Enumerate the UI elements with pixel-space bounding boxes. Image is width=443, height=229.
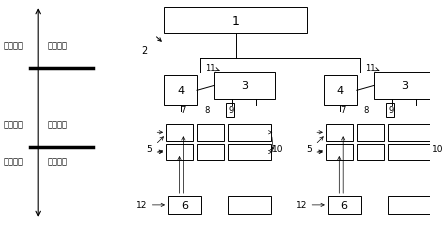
Bar [388, 196, 431, 214]
Text: 5: 5 [307, 144, 312, 153]
Bar [197, 144, 224, 161]
Bar [164, 8, 307, 34]
Bar [357, 144, 384, 161]
Text: 10: 10 [431, 144, 443, 153]
Bar [226, 104, 234, 117]
Text: 5: 5 [147, 144, 152, 153]
Bar [374, 72, 434, 100]
Bar [328, 196, 361, 214]
Text: 1: 1 [232, 15, 240, 27]
Bar [164, 76, 197, 106]
Text: 4: 4 [177, 86, 184, 96]
Text: 11: 11 [365, 64, 376, 73]
Text: 11: 11 [206, 64, 216, 73]
Text: 电池层面: 电池层面 [4, 156, 23, 165]
Text: 12: 12 [296, 201, 307, 210]
Text: 4: 4 [337, 86, 344, 96]
Bar [326, 144, 353, 161]
Bar [228, 196, 271, 214]
Text: 2: 2 [142, 46, 148, 56]
Text: 8: 8 [204, 105, 210, 114]
Text: 6: 6 [341, 200, 348, 210]
Bar [214, 72, 275, 100]
Text: 10: 10 [272, 144, 283, 153]
Text: 7: 7 [181, 105, 186, 114]
Text: 7: 7 [341, 105, 346, 114]
Text: 单元层面: 单元层面 [4, 120, 23, 129]
Bar [388, 124, 431, 141]
Bar [166, 144, 193, 161]
Text: 12: 12 [136, 201, 148, 210]
Text: 3: 3 [241, 81, 248, 91]
Text: 电池监控: 电池监控 [48, 156, 68, 165]
Text: 单元控制: 单元控制 [48, 120, 68, 129]
Text: 3: 3 [401, 81, 408, 91]
Text: 8: 8 [364, 105, 369, 114]
Bar [168, 196, 201, 214]
Bar [324, 76, 357, 106]
Text: 9: 9 [388, 105, 393, 114]
Bar [166, 124, 193, 141]
Bar [388, 144, 431, 161]
Bar [326, 124, 353, 141]
Bar [228, 144, 271, 161]
Bar [228, 124, 271, 141]
Bar [386, 104, 394, 117]
Bar [357, 124, 384, 141]
Text: 电站控制: 电站控制 [48, 41, 68, 50]
Text: 9: 9 [228, 105, 233, 114]
Bar [197, 124, 224, 141]
Text: 系统层面: 系统层面 [4, 41, 23, 50]
Text: 6: 6 [181, 200, 188, 210]
